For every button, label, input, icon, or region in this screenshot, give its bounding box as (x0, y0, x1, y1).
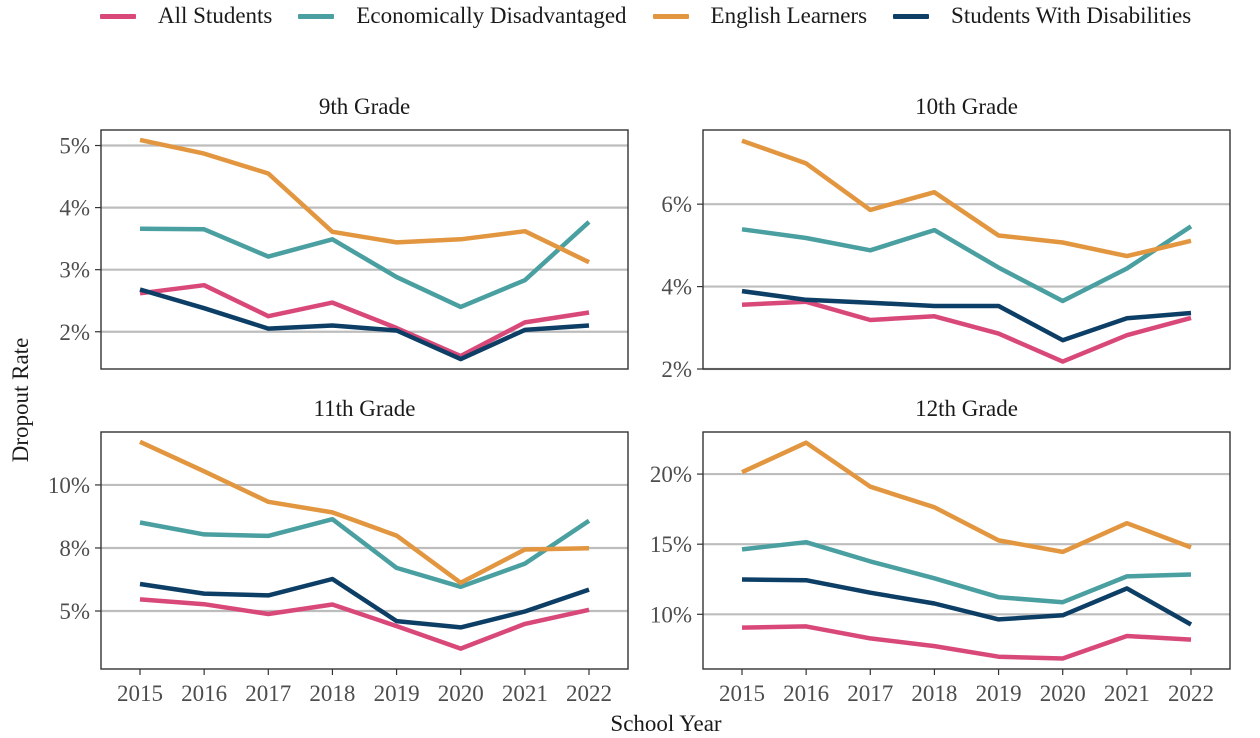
chart-panel-1: 9th Grade 2% 3% 4% 5% (59, 94, 629, 370)
legend-label: English Learners (710, 3, 868, 28)
series-line-students-with-disabilities (741, 577, 1193, 627)
legend-item-all-students: All Students (100, 3, 272, 29)
panel-title: 10th Grade (915, 94, 1018, 119)
legend-label: Students With Disabilities (951, 3, 1192, 28)
y-tick-label: 3% (59, 258, 90, 283)
x-tick-label: 2021 (1104, 681, 1150, 706)
series-line-economically-disadvantaged (139, 220, 591, 310)
chart-panel-4: 12th Grade 10% 15% 20% 2015 2016 2017 2018 2019 2… (650, 396, 1231, 706)
panel-title: 12th Grade (915, 396, 1018, 421)
x-tick-label: 2021 (502, 681, 548, 706)
y-tick-label: 10% (650, 602, 692, 627)
chart-panel-2: 10th Grade 2% 4% 6% (661, 94, 1231, 382)
panel-title: 11th Grade (314, 396, 416, 421)
x-tick-label: 2018 (309, 681, 355, 706)
x-tick-label: 2016 (783, 681, 829, 706)
y-tick-label: 2% (59, 320, 90, 345)
y-tick-label: 5% (59, 134, 90, 159)
legend-swatch (298, 13, 335, 19)
legend-swatch (652, 13, 689, 19)
series-line-all-students (139, 597, 590, 651)
y-tick-label: 8% (59, 536, 90, 561)
series-line-economically-disadvantaged (741, 224, 1193, 304)
series-line-economically-disadvantaged (741, 539, 1192, 605)
series-line-english-learners (741, 138, 1192, 259)
x-tick-label: 2020 (438, 681, 484, 706)
y-tick-label: 2% (661, 357, 692, 382)
y-axis-label: Dropout Rate (8, 338, 33, 463)
y-tick-label: 15% (650, 532, 692, 557)
y-tick-label: 6% (661, 192, 692, 217)
series-line-students-with-disabilities (139, 287, 590, 362)
x-tick-label: 2020 (1040, 681, 1086, 706)
series-line-all-students (741, 624, 1192, 661)
x-tick-label: 2016 (181, 681, 227, 706)
series-line-english-learners (139, 137, 590, 265)
series-line-english-learners (741, 440, 1192, 555)
series-line-all-students (741, 299, 1192, 364)
chart-panel-3: 11th Grade 5% 8% 10% 2015 2016 2017 2018 2019 202… (48, 396, 629, 706)
panel-frame (702, 431, 1231, 670)
y-tick-label: 20% (650, 462, 692, 487)
x-tick-label: 2015 (117, 681, 163, 706)
legend-item-students-with-disabilities: Students With Disabilities (893, 3, 1191, 29)
legend-label: All Students (158, 3, 273, 28)
x-tick-label: 2022 (1168, 681, 1214, 706)
legend-label: Economically Disadvantaged (356, 3, 627, 28)
panel-frame (100, 431, 629, 670)
x-tick-label: 2018 (911, 681, 957, 706)
series-line-all-students (139, 282, 590, 359)
legend-swatch (893, 13, 930, 19)
legend-swatch (100, 13, 136, 19)
x-tick-label: 2017 (245, 681, 291, 706)
legend: All Students Economically Disadvantaged … (100, 2, 1217, 30)
x-tick-label: 2019 (374, 681, 420, 706)
y-tick-label: 10% (48, 473, 90, 498)
x-tick-label: 2015 (719, 681, 765, 706)
legend-item-english-learners: English Learners (652, 3, 868, 29)
x-tick-label: 2017 (847, 681, 893, 706)
y-tick-label: 5% (59, 599, 90, 624)
x-tick-label: 2022 (566, 681, 612, 706)
y-tick-label: 4% (661, 275, 692, 300)
x-tick-label: 2019 (976, 681, 1022, 706)
panel-title: 9th Grade (319, 94, 410, 119)
series-line-economically-disadvantaged (139, 516, 591, 590)
panel-frame (100, 129, 629, 370)
series-line-students-with-disabilities (139, 576, 590, 630)
legend-item-economically-disadvantaged: Economically Disadvantaged (298, 3, 627, 29)
panel-frame (702, 129, 1231, 370)
series-line-english-learners (139, 439, 590, 586)
series-line-students-with-disabilities (741, 288, 1192, 343)
y-tick-label: 4% (59, 196, 90, 221)
x-axis-label: School Year (610, 711, 722, 736)
